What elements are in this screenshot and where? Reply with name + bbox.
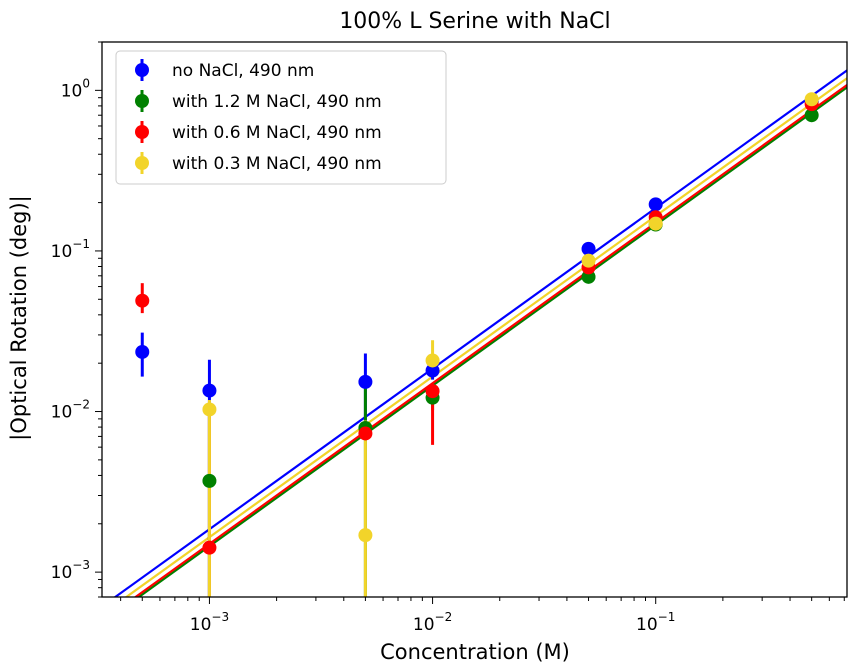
plot-frame [101,41,848,598]
fit-line-series-1 [113,69,847,597]
x-tick-label: 10−1 [636,610,675,635]
data-point [358,426,373,441]
legend-entry-label: with 1.2 M NaCl, 490 nm [172,92,382,112]
x-tick-label: 10−2 [413,610,452,635]
chart-title: 100% L Serine with NaCl [339,9,610,34]
data-points [135,92,819,597]
data-point [202,402,217,417]
data-point [425,384,440,399]
legend-marker [135,156,149,170]
legend-marker [135,63,149,77]
x-axis-label: Concentration (M) [380,640,570,664]
data-point [804,108,819,123]
legend-marker [135,94,149,108]
legend: no NaCl, 490 nm with 1.2 M NaCl, 490 nm wi… [115,50,447,185]
y-tick-label: 100 [61,76,90,101]
legend-box [115,50,447,185]
fit-line-series-3 [133,84,847,597]
data-point [581,253,596,268]
y-axis: 10−3 10−2 10−1 100 [51,41,102,598]
data-point [202,383,217,398]
data-point [202,540,217,555]
data-point [135,344,150,359]
y-tick-label: 10−2 [51,398,90,423]
x-tick-label: 10−3 [190,610,229,635]
fit-line-series-4 [124,77,847,597]
data-point [425,363,440,378]
y-tick-label: 10−1 [51,237,90,262]
data-point [358,528,373,543]
data-point [804,92,819,107]
legend-entry-label: with 0.3 M NaCl, 490 nm [172,154,382,174]
legend-marker [135,125,149,139]
legend-entry-label: with 0.6 M NaCl, 490 nm [172,123,382,143]
y-tick-label: 10−3 [51,558,90,583]
legend-entry-label: no NaCl, 490 nm [172,61,314,81]
data-point [358,374,373,389]
data-point [581,241,596,256]
data-point [425,353,440,368]
data-point [648,216,663,231]
fit-line-series-2 [136,86,847,597]
x-axis: 10−3 10−2 10−1 [120,597,845,635]
data-point [135,293,150,308]
data-point [648,197,663,212]
data-point [202,473,217,488]
y-axis-label: |Optical Rotation (deg)| [7,195,32,440]
fit-lines [113,69,847,597]
